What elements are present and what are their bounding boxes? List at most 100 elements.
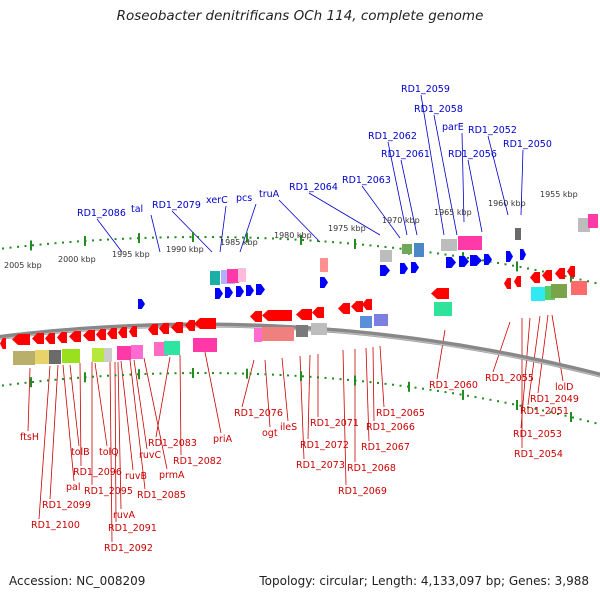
scale-dot bbox=[174, 372, 177, 375]
forward-gene-arrow bbox=[506, 251, 513, 262]
feature-block bbox=[35, 350, 49, 364]
top-gene-label: parE bbox=[442, 122, 464, 133]
scale-dot bbox=[519, 266, 522, 269]
lower-scale-row bbox=[2, 368, 597, 425]
major-tick bbox=[570, 412, 572, 423]
reverse-gene-arrow bbox=[351, 301, 363, 312]
major-tick bbox=[138, 369, 140, 380]
scale-dot bbox=[317, 240, 319, 243]
scale-dot bbox=[144, 236, 147, 239]
scale-dot bbox=[69, 240, 72, 243]
scale-dot bbox=[77, 376, 79, 379]
bottom-gene-label: RD1_2083 bbox=[148, 438, 197, 449]
reverse-gene-arrow bbox=[185, 320, 195, 331]
bottom-leader-line bbox=[143, 357, 168, 470]
bottom-gene-label: RD1_2091 bbox=[108, 523, 157, 534]
top-leader-line bbox=[361, 185, 401, 239]
scale-dot bbox=[212, 372, 214, 375]
bottom-gene-label: RD1_2055 bbox=[485, 373, 534, 384]
gene-labels: 2005 kbp 2000 kbp 1995 kbp 1990 kbp 1985 kbp… bbox=[4, 84, 579, 554]
scale-dot bbox=[204, 372, 207, 375]
top-leader-line bbox=[219, 205, 227, 253]
reverse-gene-arrow bbox=[504, 278, 511, 289]
bottom-leader-line bbox=[117, 361, 122, 510]
reverse-gene-arrow bbox=[567, 266, 575, 277]
kbp-label: 1985 kbp bbox=[220, 238, 258, 247]
scale-dot bbox=[362, 380, 364, 383]
scale-dot bbox=[62, 378, 64, 381]
scale-dot bbox=[212, 236, 214, 239]
gene-features bbox=[0, 214, 598, 365]
scale-dot bbox=[332, 241, 334, 244]
feature-block bbox=[62, 349, 80, 363]
major-tick bbox=[570, 272, 572, 283]
forward-gene-arrow bbox=[459, 256, 469, 267]
forward-gene-arrow bbox=[246, 285, 254, 296]
scale-dot bbox=[429, 251, 432, 254]
major-tick bbox=[30, 377, 32, 388]
reverse-gene-arrow bbox=[555, 268, 565, 279]
bottom-gene-label: lolD bbox=[555, 382, 573, 393]
scale-dot bbox=[309, 239, 312, 242]
top-leader-line bbox=[487, 135, 509, 216]
scale-dot bbox=[24, 245, 27, 248]
bottom-gene-label: RD1_2065 bbox=[376, 408, 425, 419]
kbp-label: 1970 kbp bbox=[382, 216, 420, 225]
bottom-gene-label: prmA bbox=[159, 470, 185, 481]
bottom-gene-label: priA bbox=[213, 434, 233, 445]
top-gene-label: RD1_2050 bbox=[503, 139, 552, 150]
bottom-leader-line bbox=[38, 365, 51, 520]
major-tick bbox=[246, 368, 248, 379]
scale-dot bbox=[92, 239, 94, 242]
feature-block bbox=[434, 302, 452, 316]
bottom-gene-label: RD1_2069 bbox=[338, 486, 387, 497]
scale-dot bbox=[384, 245, 387, 248]
scale-dot bbox=[189, 372, 192, 375]
bottom-gene-label: ftsH bbox=[20, 432, 39, 443]
scale-dot bbox=[399, 247, 402, 250]
scale-dot bbox=[152, 236, 154, 239]
major-tick bbox=[84, 372, 86, 383]
bottom-gene-label: RD1_2066 bbox=[366, 422, 415, 433]
scale-ticks bbox=[2, 232, 597, 425]
bottom-gene-label: ruvA bbox=[113, 510, 136, 521]
bottom-leader-line bbox=[179, 354, 182, 456]
scale-dot bbox=[294, 238, 297, 241]
scale-dot bbox=[429, 388, 432, 391]
bottom-leader-line bbox=[281, 357, 289, 422]
top-gene-label: RD1_2052 bbox=[468, 125, 517, 136]
feature-block bbox=[92, 348, 104, 362]
bottom-gene-label: RD1_2096 bbox=[73, 467, 122, 478]
scale-dot bbox=[227, 236, 229, 239]
bottom-gene-label: RD1_2060 bbox=[429, 380, 478, 391]
bottom-leader-line bbox=[537, 314, 549, 394]
bottom-gene-label: RD1_2054 bbox=[514, 449, 563, 460]
bottom-leader-line bbox=[155, 356, 171, 438]
forward-gene-arrow bbox=[380, 265, 390, 276]
bottom-gene-label: RD1_2053 bbox=[513, 429, 562, 440]
feature-block bbox=[117, 346, 131, 360]
scale-dot bbox=[47, 379, 49, 382]
scale-dot bbox=[122, 237, 124, 240]
scale-dot bbox=[152, 372, 154, 375]
scale-dot bbox=[77, 240, 79, 243]
scale-dot bbox=[399, 384, 402, 387]
scale-dot bbox=[9, 383, 12, 386]
scale-dot bbox=[32, 380, 34, 383]
label-leader-lines bbox=[27, 94, 564, 543]
forward-gene-arrow bbox=[446, 257, 456, 268]
scale-dot bbox=[594, 282, 597, 285]
scale-dot bbox=[444, 391, 447, 394]
genome-title: Roseobacter denitrificans OCh 114, compl… bbox=[116, 8, 484, 24]
kbp-label: 1990 kbp bbox=[166, 245, 204, 254]
forward-gene-arrow bbox=[411, 262, 419, 273]
scale-dot bbox=[234, 236, 237, 239]
top-gene-label: RD1_2086 bbox=[77, 208, 126, 219]
bottom-leader-line bbox=[492, 321, 511, 373]
scale-dot bbox=[414, 386, 417, 389]
scale-dot bbox=[369, 244, 372, 247]
bottom-gene-label: RD1_2067 bbox=[361, 442, 410, 453]
reverse-gene-arrow bbox=[129, 326, 137, 337]
bottom-leader-line bbox=[372, 346, 375, 422]
